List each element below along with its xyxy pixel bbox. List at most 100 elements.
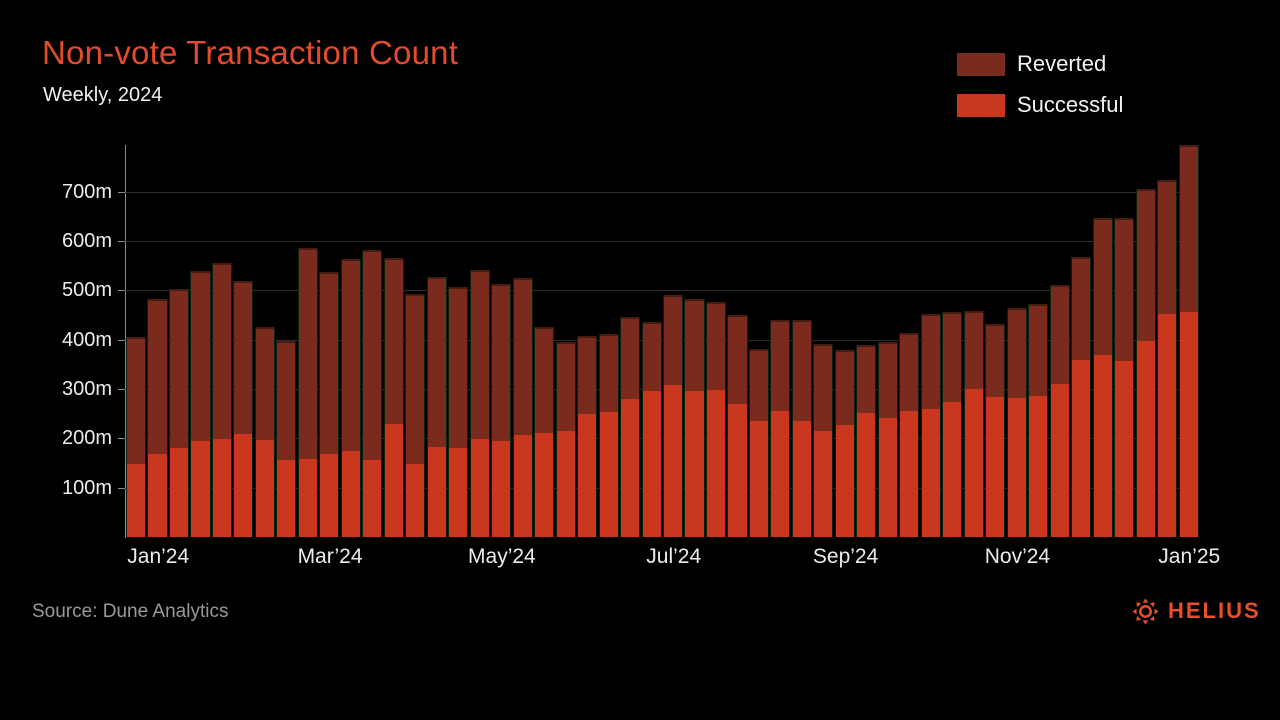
bar-week-13[interactable] <box>383 257 404 537</box>
bar-segment-reverted <box>986 324 1005 397</box>
bar-week-18[interactable] <box>491 284 512 537</box>
bar-week-2[interactable] <box>147 299 168 537</box>
bar-segment-successful <box>320 454 339 537</box>
bar-segment-reverted <box>513 278 532 436</box>
helius-wordmark: HELIUS <box>1168 598 1261 623</box>
bar-week-8[interactable] <box>276 341 297 537</box>
bar-week-50[interactable] <box>1178 145 1199 537</box>
bar-week-36[interactable] <box>877 341 898 537</box>
bar-segment-successful <box>900 410 919 537</box>
bar-segment-reverted <box>578 335 597 415</box>
bar-week-19[interactable] <box>512 278 533 537</box>
bar-week-16[interactable] <box>448 286 469 537</box>
bar-week-46[interactable] <box>1092 217 1113 537</box>
bar-week-27[interactable] <box>684 299 705 537</box>
bar-week-23[interactable] <box>598 334 619 537</box>
legend-label-successful: Successful <box>1017 92 1124 117</box>
bar-week-37[interactable] <box>899 332 920 537</box>
bar-segment-reverted <box>771 320 790 412</box>
bar-week-21[interactable] <box>555 341 576 537</box>
bar-segment-reverted <box>1136 189 1155 342</box>
bar-segment-reverted <box>406 294 425 465</box>
bar-week-38[interactable] <box>920 314 941 537</box>
bar-segment-successful <box>986 396 1005 537</box>
bar-segment-successful <box>878 417 897 537</box>
bar-week-11[interactable] <box>340 259 361 537</box>
bar-week-39[interactable] <box>942 311 963 537</box>
bar-week-1[interactable] <box>126 336 147 537</box>
bar-segment-successful <box>148 453 167 537</box>
bar-week-47[interactable] <box>1114 217 1135 537</box>
bar-week-44[interactable] <box>1049 285 1070 537</box>
bar-week-45[interactable] <box>1071 256 1092 537</box>
bar-segment-reverted <box>685 299 704 391</box>
bar-week-32[interactable] <box>791 319 812 537</box>
x-axis-labels: Jan’24 Mar’24 May’24 Jul’24 Sep’24 Nov’24 Jan’… <box>126 545 1220 571</box>
bar-week-10[interactable] <box>319 271 340 537</box>
bar-week-48[interactable] <box>1135 189 1156 537</box>
bar-segment-reverted <box>835 349 854 425</box>
bar-week-24[interactable] <box>620 317 641 537</box>
bar-week-35[interactable] <box>856 344 877 537</box>
bar-week-34[interactable] <box>834 349 855 537</box>
bar-week-31[interactable] <box>770 320 791 537</box>
bar-segment-reverted <box>255 327 274 440</box>
bar-segment-successful <box>1136 341 1155 537</box>
bar-segment-successful <box>298 459 317 537</box>
bar-week-49[interactable] <box>1157 179 1178 537</box>
bar-week-25[interactable] <box>641 321 662 537</box>
bar-segment-reverted <box>341 259 360 451</box>
bar-week-5[interactable] <box>211 262 232 537</box>
bar-segment-successful <box>964 388 983 537</box>
bar-week-29[interactable] <box>727 314 748 537</box>
legend-item-successful[interactable]: Successful <box>957 92 1124 117</box>
gridline-200m <box>125 438 1199 440</box>
page-subtitle: Weekly, 2024 <box>43 84 163 106</box>
bar-week-17[interactable] <box>469 270 490 537</box>
bar-segment-successful <box>642 391 661 537</box>
y-tick-200m <box>118 438 125 440</box>
bar-week-40[interactable] <box>963 311 984 537</box>
x-axis-label-0: Jan’24 <box>127 545 190 568</box>
bar-segment-reverted <box>814 343 833 431</box>
bar-week-14[interactable] <box>405 294 426 537</box>
bar-segment-successful <box>449 448 468 537</box>
bar-week-15[interactable] <box>426 276 447 537</box>
y-axis-label-400m: 400m <box>61 328 112 351</box>
helius-logo[interactable]: HELIUS <box>1132 596 1261 626</box>
bar-week-22[interactable] <box>577 335 598 537</box>
y-axis-label-600m: 600m <box>61 230 112 253</box>
bar-week-28[interactable] <box>705 301 727 537</box>
gridline-500m <box>125 290 1199 292</box>
bar-segment-successful <box>578 414 597 537</box>
bar-segment-reverted <box>943 311 962 403</box>
bar-week-12[interactable] <box>362 250 383 537</box>
successful-swatch <box>957 93 1005 117</box>
bar-week-30[interactable] <box>748 348 769 537</box>
bar-week-6[interactable] <box>233 280 254 537</box>
bar-week-9[interactable] <box>297 248 318 537</box>
bar-week-26[interactable] <box>663 294 684 537</box>
bar-week-4[interactable] <box>190 270 211 537</box>
bar-segment-reverted <box>556 341 575 431</box>
bar-segment-reverted <box>492 284 511 442</box>
bar-segment-successful <box>535 432 554 537</box>
bar-segment-reverted <box>1115 217 1134 361</box>
bar-segment-reverted <box>470 270 489 439</box>
bar-week-20[interactable] <box>534 327 555 537</box>
bar-week-7[interactable] <box>254 327 275 537</box>
bar-week-3[interactable] <box>168 288 190 537</box>
bar-segment-reverted <box>921 314 940 409</box>
bar-segment-successful <box>857 412 876 537</box>
bar-week-42[interactable] <box>1006 308 1027 537</box>
bar-week-33[interactable] <box>813 343 834 537</box>
bar-segment-reverted <box>212 262 231 439</box>
gridline-300m <box>125 389 1199 391</box>
y-tick-700m <box>118 191 125 193</box>
legend-item-reverted[interactable]: Reverted <box>957 51 1123 76</box>
y-axis-label-100m: 100m <box>61 476 112 499</box>
bar-segment-reverted <box>964 311 983 389</box>
bar-week-43[interactable] <box>1028 303 1049 537</box>
bar-week-41[interactable] <box>985 324 1006 537</box>
bar-segment-reverted <box>277 341 296 461</box>
